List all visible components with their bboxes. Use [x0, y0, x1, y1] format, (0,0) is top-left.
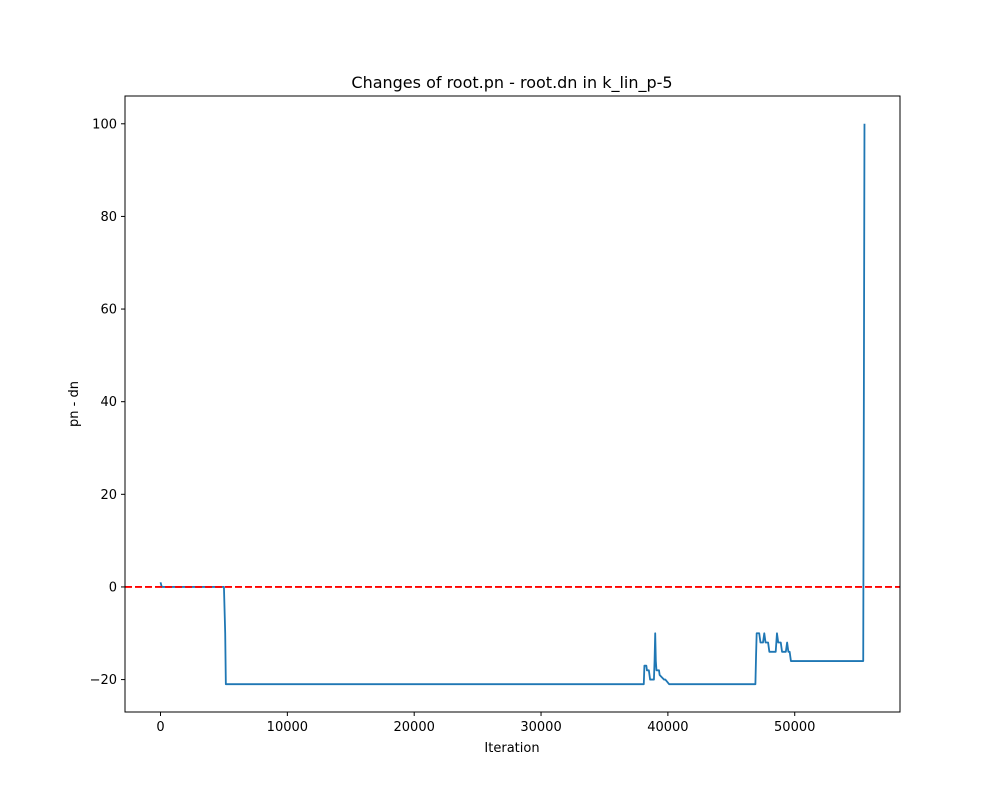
x-tick-label: 50000: [774, 720, 815, 735]
x-tick-label: 10000: [267, 720, 308, 735]
y-tick-label: 60: [100, 303, 117, 318]
axes-frame: [124, 95, 901, 713]
x-tick-label: 20000: [394, 720, 435, 735]
series-line-0: [159, 123, 866, 686]
x-tick-label: 30000: [520, 720, 561, 735]
x-tick-label: 40000: [647, 720, 688, 735]
chart-title: Changes of root.pn - root.dn in k_lin_p-…: [351, 73, 672, 93]
y-tick-label: −20: [90, 673, 117, 688]
y-tick-label: 20: [100, 488, 117, 503]
y-tick-label: 80: [100, 210, 117, 225]
y-tick-label: 40: [100, 395, 117, 410]
x-axis-label: Iteration: [484, 741, 539, 756]
y-tick-label: 0: [109, 580, 117, 595]
plot-area: [125, 123, 900, 686]
axes: 0 10000 20000 30000 40000 50000 −20 0 20 40 60 80 10…: [90, 95, 901, 735]
x-tick-label: 0: [156, 720, 164, 735]
y-axis-label: pn - dn: [67, 381, 82, 427]
y-tick-label: 100: [92, 117, 117, 132]
